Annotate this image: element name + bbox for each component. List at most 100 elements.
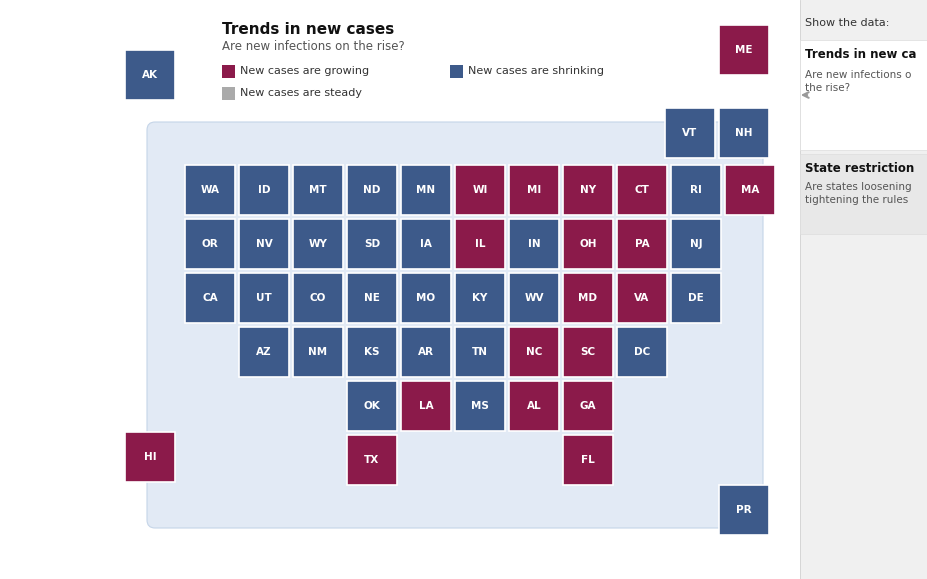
Text: VA: VA bbox=[634, 293, 649, 303]
Text: MD: MD bbox=[578, 293, 597, 303]
Text: NM: NM bbox=[308, 347, 327, 357]
Bar bbox=[718, 485, 768, 535]
Bar bbox=[184, 273, 235, 323]
Bar bbox=[454, 219, 504, 269]
Text: NE: NE bbox=[363, 293, 379, 303]
Text: CA: CA bbox=[202, 293, 218, 303]
Bar bbox=[454, 273, 504, 323]
Bar bbox=[799, 40, 927, 150]
Bar bbox=[222, 65, 235, 78]
Bar bbox=[125, 50, 175, 100]
Text: ID: ID bbox=[258, 185, 270, 195]
Bar bbox=[508, 219, 558, 269]
Bar bbox=[799, 0, 927, 579]
Bar bbox=[718, 108, 768, 158]
Text: AK: AK bbox=[142, 70, 158, 80]
Bar bbox=[400, 273, 451, 323]
Text: PA: PA bbox=[634, 239, 649, 249]
Text: AZ: AZ bbox=[256, 347, 272, 357]
Bar bbox=[616, 327, 667, 377]
Bar bbox=[454, 327, 504, 377]
Text: TX: TX bbox=[364, 455, 379, 465]
Text: OK: OK bbox=[363, 401, 380, 411]
Bar bbox=[347, 273, 397, 323]
Text: Are new infections on the rise?: Are new infections on the rise? bbox=[222, 40, 404, 53]
Bar bbox=[400, 165, 451, 215]
Text: ND: ND bbox=[363, 185, 380, 195]
Bar bbox=[616, 219, 667, 269]
Text: FL: FL bbox=[580, 455, 594, 465]
Text: SC: SC bbox=[579, 347, 595, 357]
Bar bbox=[293, 219, 343, 269]
Text: CO: CO bbox=[310, 293, 325, 303]
Text: HI: HI bbox=[144, 452, 156, 462]
Text: MS: MS bbox=[471, 401, 489, 411]
Bar bbox=[347, 327, 397, 377]
Text: New cases are steady: New cases are steady bbox=[240, 89, 362, 98]
Bar bbox=[616, 273, 667, 323]
Text: ME: ME bbox=[734, 45, 752, 55]
Text: Trends in new ca: Trends in new ca bbox=[804, 48, 916, 61]
Text: AL: AL bbox=[527, 401, 540, 411]
Bar bbox=[239, 273, 288, 323]
Bar bbox=[239, 327, 288, 377]
Text: MI: MI bbox=[527, 185, 540, 195]
Bar bbox=[239, 165, 288, 215]
Bar bbox=[670, 219, 720, 269]
Text: MT: MT bbox=[309, 185, 326, 195]
Bar bbox=[125, 432, 175, 482]
Text: UT: UT bbox=[256, 293, 272, 303]
Bar bbox=[724, 165, 774, 215]
Text: SD: SD bbox=[363, 239, 380, 249]
Bar bbox=[400, 381, 451, 431]
Text: OR: OR bbox=[201, 239, 218, 249]
Text: IA: IA bbox=[420, 239, 431, 249]
Text: DC: DC bbox=[633, 347, 650, 357]
Bar bbox=[293, 327, 343, 377]
FancyBboxPatch shape bbox=[146, 122, 762, 528]
Text: DE: DE bbox=[688, 293, 703, 303]
Text: WV: WV bbox=[524, 293, 543, 303]
Text: Trends in new cases: Trends in new cases bbox=[222, 22, 394, 37]
Text: State restriction: State restriction bbox=[804, 162, 913, 175]
Text: IN: IN bbox=[527, 239, 540, 249]
Text: AR: AR bbox=[417, 347, 434, 357]
Bar bbox=[563, 219, 613, 269]
Text: MN: MN bbox=[416, 185, 435, 195]
Bar bbox=[563, 165, 613, 215]
Bar bbox=[563, 435, 613, 485]
Bar bbox=[347, 381, 397, 431]
Text: OH: OH bbox=[578, 239, 596, 249]
Bar bbox=[508, 165, 558, 215]
Bar bbox=[563, 273, 613, 323]
Bar bbox=[239, 219, 288, 269]
Text: NY: NY bbox=[579, 185, 595, 195]
Bar bbox=[347, 435, 397, 485]
Text: NC: NC bbox=[526, 347, 541, 357]
Bar bbox=[508, 327, 558, 377]
Text: Are new infections o
the rise?: Are new infections o the rise? bbox=[804, 70, 910, 93]
Text: NV: NV bbox=[255, 239, 273, 249]
Bar bbox=[293, 165, 343, 215]
Text: WI: WI bbox=[472, 185, 488, 195]
Bar bbox=[670, 165, 720, 215]
Text: TN: TN bbox=[472, 347, 488, 357]
Text: WA: WA bbox=[200, 185, 220, 195]
Bar bbox=[400, 327, 451, 377]
Bar bbox=[347, 219, 397, 269]
Text: CT: CT bbox=[634, 185, 649, 195]
Text: NH: NH bbox=[734, 128, 752, 138]
Bar bbox=[508, 381, 558, 431]
Text: GA: GA bbox=[579, 401, 596, 411]
Text: IL: IL bbox=[475, 239, 485, 249]
Text: KS: KS bbox=[364, 347, 379, 357]
Bar bbox=[670, 273, 720, 323]
Bar bbox=[563, 381, 613, 431]
Bar bbox=[665, 108, 714, 158]
Text: KY: KY bbox=[472, 293, 488, 303]
Bar bbox=[799, 154, 927, 234]
Bar bbox=[616, 165, 667, 215]
Bar bbox=[450, 65, 463, 78]
Text: LA: LA bbox=[418, 401, 433, 411]
Bar bbox=[454, 381, 504, 431]
